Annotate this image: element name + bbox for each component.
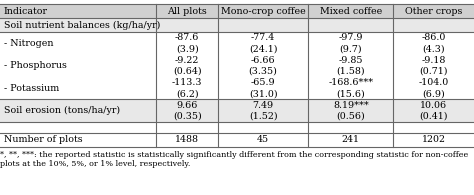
Bar (218, 99, 308, 122)
Text: Number of plots: Number of plots (4, 135, 82, 144)
Bar (156, 77, 218, 99)
Text: -87.6
(3.9): -87.6 (3.9) (175, 33, 200, 53)
Bar (218, 18, 308, 32)
Text: 1488: 1488 (175, 135, 199, 144)
Bar (308, 55, 393, 77)
Text: Other crops: Other crops (405, 6, 463, 16)
Text: -9.22
(0.64): -9.22 (0.64) (173, 56, 201, 76)
Text: - Potassium: - Potassium (4, 84, 59, 93)
Bar (156, 32, 218, 55)
Bar (156, 18, 218, 32)
Bar (308, 122, 393, 133)
Bar (393, 133, 474, 147)
Bar (308, 133, 393, 147)
Text: -9.85
(1.58): -9.85 (1.58) (337, 56, 365, 76)
Bar (156, 4, 218, 18)
Bar (156, 55, 218, 77)
Bar (308, 77, 393, 99)
Bar (393, 77, 474, 99)
Text: -86.0
(4.3): -86.0 (4.3) (421, 33, 446, 53)
Text: 45: 45 (257, 135, 269, 144)
Bar (0, 4, 156, 18)
Bar (156, 99, 218, 122)
Bar (0, 133, 156, 147)
Bar (0, 99, 156, 122)
Text: Indicator: Indicator (4, 6, 48, 16)
Text: Soil nutrient balances (kg/ha/yr): Soil nutrient balances (kg/ha/yr) (4, 20, 160, 30)
Text: 1202: 1202 (422, 135, 446, 144)
Bar (308, 4, 393, 18)
Text: -9.18
(0.71): -9.18 (0.71) (419, 56, 448, 76)
Text: 9.66
(0.35): 9.66 (0.35) (173, 100, 201, 121)
Text: - Phosphorus: - Phosphorus (4, 61, 67, 70)
Bar (393, 55, 474, 77)
Text: 8.19***
(0.56): 8.19*** (0.56) (333, 100, 369, 121)
Bar (156, 122, 218, 133)
Text: Mono-crop coffee: Mono-crop coffee (221, 6, 305, 16)
Bar (0, 77, 156, 99)
Bar (393, 18, 474, 32)
Text: 10.06
(0.41): 10.06 (0.41) (419, 100, 448, 121)
Bar (308, 32, 393, 55)
Bar (218, 55, 308, 77)
Bar (218, 77, 308, 99)
Bar (308, 99, 393, 122)
Bar (393, 122, 474, 133)
Text: -77.4
(24.1): -77.4 (24.1) (249, 33, 277, 53)
Bar (393, 99, 474, 122)
Text: 241: 241 (342, 135, 360, 144)
Text: All plots: All plots (167, 6, 207, 16)
Bar (393, 4, 474, 18)
Bar (218, 32, 308, 55)
Bar (218, 4, 308, 18)
Text: 7.49
(1.52): 7.49 (1.52) (249, 100, 277, 121)
Text: - Nitrogen: - Nitrogen (4, 39, 54, 48)
Bar (0, 122, 156, 133)
Text: *, **, ***: the reported statistic is statistically significantly different from: *, **, ***: the reported statistic is st… (0, 151, 468, 168)
Text: -113.3
(6.2): -113.3 (6.2) (172, 78, 202, 98)
Bar (0, 18, 156, 32)
Bar (0, 32, 156, 55)
Bar (308, 18, 393, 32)
Bar (218, 133, 308, 147)
Text: Soil erosion (tons/ha/yr): Soil erosion (tons/ha/yr) (4, 106, 120, 115)
Bar (0, 55, 156, 77)
Text: -104.0
(6.9): -104.0 (6.9) (419, 78, 449, 98)
Bar (218, 122, 308, 133)
Text: -6.66
(3.35): -6.66 (3.35) (249, 56, 277, 76)
Text: -65.9
(31.0): -65.9 (31.0) (249, 78, 277, 98)
Text: -97.9
(9.7): -97.9 (9.7) (338, 33, 363, 53)
Bar (156, 133, 218, 147)
Text: Mixed coffee: Mixed coffee (319, 6, 382, 16)
Text: -168.6***
(15.6): -168.6*** (15.6) (328, 78, 374, 98)
Bar (393, 32, 474, 55)
